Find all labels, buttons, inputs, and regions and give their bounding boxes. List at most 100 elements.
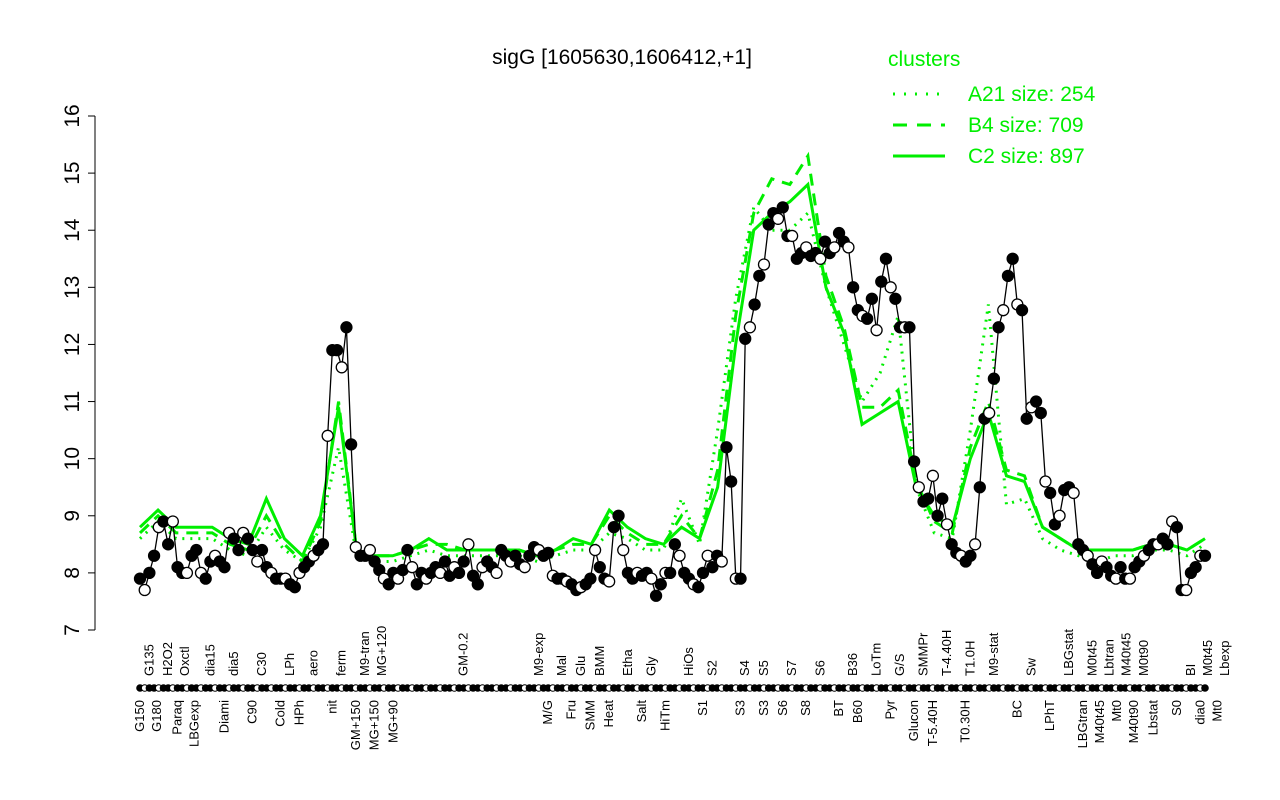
- y-tick-label: 15: [61, 161, 84, 184]
- data-point: [588, 543, 602, 557]
- x-label-bottom: Pyr: [883, 699, 898, 719]
- data-point: [997, 304, 1010, 317]
- data-point: [673, 549, 686, 562]
- x-label-bottom: T-5.40H: [925, 700, 940, 746]
- x-label-bottom: SMM: [582, 700, 597, 730]
- data-point: [973, 481, 986, 494]
- x-label-bottom: dia0: [1192, 700, 1207, 725]
- x-label-top: M9-tran: [357, 631, 372, 676]
- x-label-top: Glu: [573, 656, 588, 676]
- x-label-bottom: Heat: [601, 700, 616, 728]
- x-label-bottom: S3: [733, 700, 748, 716]
- x-label-bottom: nit: [324, 700, 339, 714]
- legend-label-b4: B4 size: 709: [968, 114, 1084, 137]
- data-point: [232, 543, 245, 557]
- x-label-bottom: Salt: [634, 700, 649, 723]
- sample-marker: [1201, 684, 1209, 692]
- data-point: [401, 543, 414, 557]
- data-point: [405, 561, 419, 574]
- x-label-bottom: LPhT: [1042, 700, 1057, 731]
- legend: clusters A21 size: 254 B4 size: 709 C2 s…: [888, 48, 1096, 168]
- x-label-bottom: BC: [1009, 700, 1024, 718]
- data-point: [607, 521, 621, 534]
- data-point: [1020, 412, 1033, 425]
- y-tick-label: 13: [61, 276, 84, 299]
- x-label-top: S2: [704, 660, 719, 676]
- data-point: [143, 566, 156, 580]
- x-label-top: Mal: [554, 655, 569, 676]
- x-label-top: dia15: [202, 644, 217, 676]
- data-point: [288, 581, 301, 594]
- data-point: [668, 538, 681, 551]
- data-point: [936, 492, 949, 505]
- data-point: [870, 324, 883, 337]
- x-label-top: B36: [845, 653, 860, 676]
- data-point: [983, 406, 996, 420]
- x-label-top: Lbexp: [1217, 641, 1232, 676]
- x-label-top: S6: [812, 660, 827, 676]
- data-point: [199, 572, 212, 585]
- data-point: [776, 201, 789, 214]
- data-point: [706, 561, 719, 574]
- data-point: [410, 578, 423, 591]
- data-point: [987, 372, 1001, 385]
- data-point: [340, 321, 353, 334]
- y-tick-label: 11: [61, 391, 84, 413]
- x-label-bottom: M40t45: [1092, 700, 1107, 743]
- legend-label-c2: C2 size: 897: [968, 145, 1085, 168]
- data-point: [1189, 561, 1202, 574]
- cluster-lines: [138, 151, 1206, 565]
- x-label-bottom: HiTm: [657, 700, 672, 731]
- data-point: [818, 235, 832, 248]
- data-point: [1015, 304, 1029, 317]
- data-point: [861, 312, 874, 325]
- x-label-bottom: C90: [245, 700, 260, 724]
- x-label-bottom: Glucon: [906, 700, 921, 741]
- data-point: [1090, 566, 1104, 580]
- data-point: [335, 361, 348, 374]
- x-label-top: T1.0H: [962, 641, 977, 676]
- x-label-bottom: BT: [831, 700, 846, 717]
- x-label-top: S4: [737, 660, 752, 676]
- x-label-top: LBGstat: [1061, 629, 1076, 676]
- data-point: [218, 561, 231, 574]
- y-tick-label: 9: [61, 510, 84, 522]
- data-point: [133, 572, 147, 585]
- data-point: [612, 509, 625, 522]
- data-point: [542, 546, 555, 560]
- x-label-bottom: Lbstat: [1145, 700, 1160, 736]
- x-label-bottom: Mt0: [1209, 700, 1224, 722]
- y-axis: 7 8 9 10 11 12 13 14 15 16: [61, 104, 96, 636]
- x-label-top: M0t90: [1136, 640, 1151, 676]
- x-label-bottom: HPh: [292, 700, 307, 725]
- data-point: [603, 575, 616, 588]
- x-label-top: H2O2: [160, 642, 175, 676]
- data-point: [166, 515, 179, 528]
- data-point: [138, 583, 151, 597]
- x-label-bottom: MG+90: [385, 700, 400, 743]
- x-label-top: Oxctl: [177, 646, 192, 676]
- data-point: [903, 321, 916, 334]
- data-point: [438, 555, 452, 568]
- data-point: [251, 555, 264, 568]
- data-point: [1180, 583, 1193, 597]
- x-label-top: BI: [1183, 664, 1198, 676]
- data-point: [724, 475, 738, 488]
- x-label-bottom: S3: [756, 700, 771, 716]
- cluster-line-c2: [138, 181, 1206, 559]
- data-point: [1198, 549, 1212, 562]
- data-point: [1006, 252, 1019, 265]
- data-point: [785, 229, 799, 243]
- data-point: [1044, 486, 1057, 500]
- data-point: [316, 538, 330, 551]
- x-label-bottom: LBGexp: [187, 700, 202, 747]
- data-point: [748, 298, 761, 311]
- data-point: [828, 241, 841, 254]
- chart-title: sigG [1605630,1606412,+1]: [492, 46, 752, 69]
- x-label-bottom: T0.30H: [958, 700, 973, 743]
- y-tick-label: 7: [61, 624, 84, 636]
- x-label-top: C30: [254, 652, 269, 676]
- data-point: [330, 344, 344, 357]
- x-label-bottom: GM+150: [348, 700, 363, 750]
- x-label-top: GM-0.2: [456, 633, 471, 676]
